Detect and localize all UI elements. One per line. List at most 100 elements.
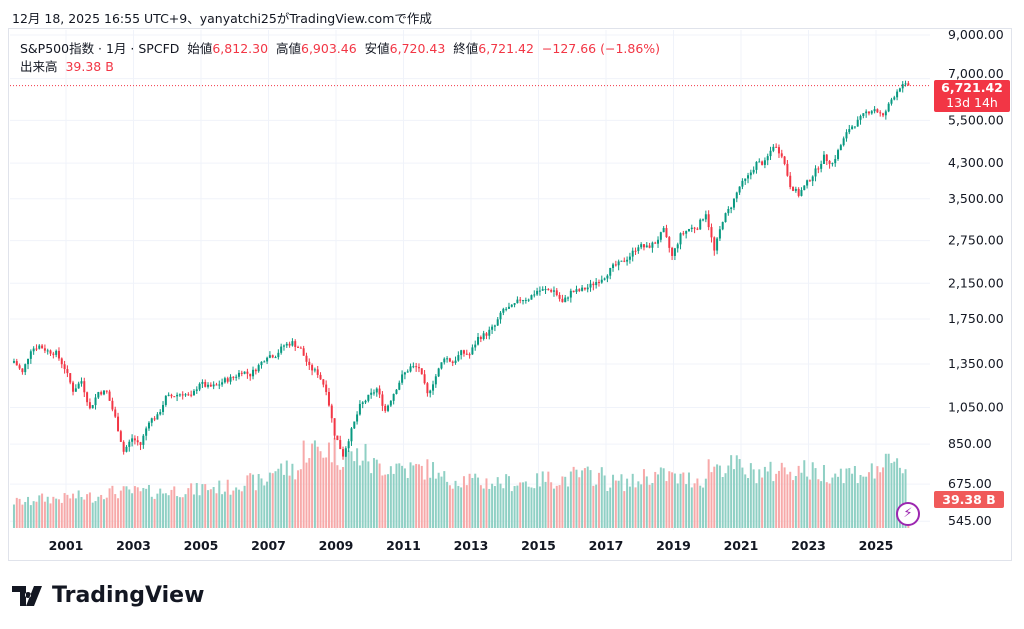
- volume-bar: [626, 478, 629, 528]
- chart-frame[interactable]: [8, 28, 1012, 561]
- candle-body: [178, 394, 181, 396]
- candle-body: [291, 341, 294, 346]
- candle-body: [820, 163, 823, 169]
- candle-body: [252, 369, 255, 377]
- candle-body: [218, 384, 221, 386]
- candle-body: [409, 366, 412, 372]
- candle-body: [43, 348, 46, 351]
- volume-bar: [322, 457, 325, 528]
- candle-body: [507, 306, 510, 309]
- volume-bar: [510, 491, 513, 528]
- volume-bar: [752, 469, 755, 528]
- volume-bar: [803, 460, 806, 528]
- tradingview-logo-icon: [12, 585, 42, 606]
- volume-bar: [429, 477, 432, 528]
- volume-bar: [319, 451, 322, 528]
- candle-body: [15, 361, 18, 366]
- volume-bar: [288, 475, 291, 528]
- volume-bar: [313, 440, 316, 528]
- candle-body: [299, 347, 302, 349]
- volume-bar: [648, 484, 651, 528]
- candle-body: [212, 384, 215, 387]
- y-tick-label: 1,050.00: [948, 400, 1004, 415]
- candle-body: [637, 247, 640, 252]
- candle-body: [454, 360, 457, 363]
- candle-body: [769, 150, 772, 157]
- candle-body: [732, 198, 735, 208]
- candle-body: [538, 290, 541, 292]
- lightning-icon[interactable]: ⚡: [896, 502, 920, 526]
- candle-body: [626, 259, 629, 262]
- candle-body: [482, 333, 485, 340]
- volume-bar: [718, 465, 721, 528]
- candle-body: [896, 91, 899, 98]
- volume-bar: [316, 446, 319, 528]
- low-value: 6,720.43: [389, 41, 446, 56]
- candle-body: [125, 446, 128, 452]
- candle-body: [572, 290, 575, 292]
- volume-bar: [198, 495, 201, 528]
- candle-body: [887, 103, 890, 112]
- volume-bar: [744, 474, 747, 528]
- candle-body: [72, 382, 75, 392]
- close-value: 6,721.42: [478, 41, 534, 56]
- volume-bar: [254, 490, 257, 528]
- candle-body: [254, 369, 257, 372]
- candle-body: [873, 109, 876, 112]
- volume-bar: [370, 473, 373, 528]
- volume-bar: [786, 474, 789, 528]
- volume-bar: [634, 487, 637, 528]
- tradingview-logo[interactable]: TradingView: [12, 583, 204, 608]
- candle-body: [460, 350, 463, 356]
- candle-body: [392, 393, 395, 401]
- symbol-title[interactable]: S&P500指数 · 1月 · SPCFD: [20, 41, 180, 56]
- candle-body: [474, 344, 477, 348]
- volume-bar: [378, 463, 381, 528]
- volume-bar: [763, 466, 766, 528]
- candle-body: [468, 354, 471, 356]
- candle-body: [524, 299, 527, 301]
- volume-bar: [432, 462, 435, 528]
- volume-bar: [645, 476, 648, 528]
- volume-bar: [581, 470, 584, 528]
- volume-bar: [395, 463, 398, 528]
- candle-body: [879, 112, 882, 114]
- candle-body: [828, 160, 831, 164]
- candle-body: [271, 355, 274, 358]
- volume-bar: [837, 476, 840, 528]
- volume-bar: [176, 496, 179, 528]
- volume-bar: [713, 466, 716, 528]
- y-tick-label: 2,150.00: [948, 275, 1004, 290]
- volume-bar: [693, 483, 696, 528]
- volume-bar: [125, 486, 128, 528]
- candle-body: [609, 268, 612, 276]
- volume-bar: [651, 482, 654, 528]
- volume-bar: [41, 493, 44, 528]
- candle-body: [513, 303, 516, 305]
- candle-body: [600, 279, 603, 283]
- candle-body: [479, 336, 482, 340]
- candle-body: [592, 283, 595, 286]
- y-tick-label: 4,300.00: [948, 155, 1004, 170]
- candle-body: [493, 325, 496, 327]
- candle-body: [550, 290, 553, 292]
- candle-body: [330, 405, 333, 419]
- candle-body: [356, 414, 359, 422]
- candle-body: [192, 390, 195, 396]
- candle-body: [825, 154, 828, 161]
- open-value: 6,812.30: [212, 41, 269, 56]
- volume-bar: [128, 489, 131, 528]
- volume-bar: [229, 494, 232, 528]
- volume-bar: [595, 484, 598, 528]
- candle-body: [837, 150, 840, 160]
- volume-bar: [887, 453, 890, 528]
- volume-bar: [235, 487, 238, 528]
- volume-bar: [226, 479, 229, 528]
- volume-bar: [271, 473, 274, 528]
- volume-bar: [83, 499, 86, 528]
- candle-body: [243, 371, 246, 374]
- volume-bar: [420, 465, 423, 528]
- candle-body: [772, 146, 775, 151]
- volume-bar: [268, 472, 271, 528]
